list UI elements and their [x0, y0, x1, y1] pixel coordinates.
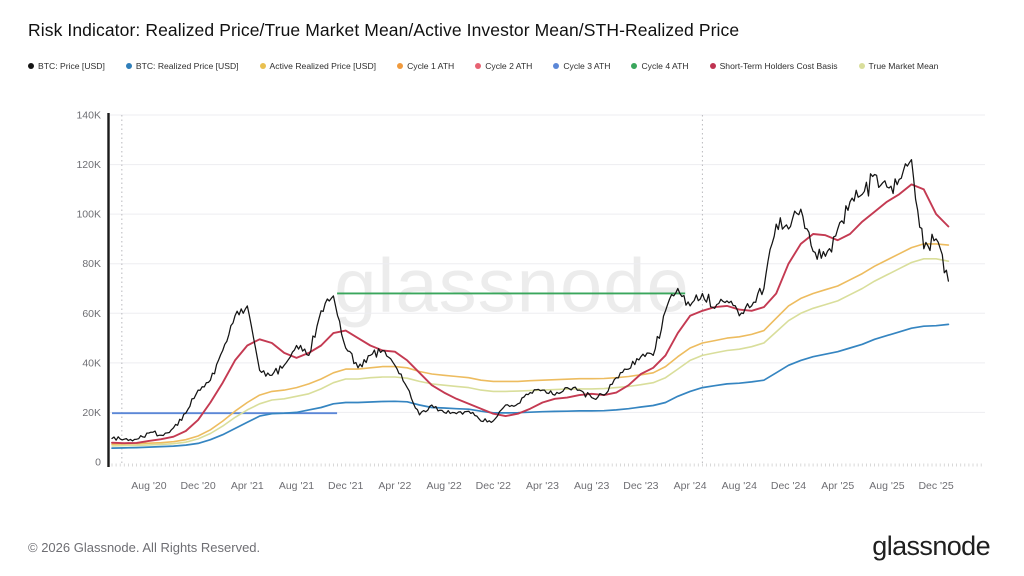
y-axis-label: 0 [95, 457, 101, 469]
x-axis-label: Apr '21 [231, 480, 264, 492]
x-axis-label: Aug '21 [279, 480, 314, 492]
legend-item-label: Cycle 4 ATH [641, 61, 689, 71]
x-axis-label: Apr '24 [674, 480, 707, 492]
y-axis-label: 60K [82, 308, 101, 320]
legend-dot-icon [475, 63, 482, 69]
x-axis-label: Dec '21 [328, 480, 363, 492]
legend-item-label: BTC: Price [USD] [38, 61, 105, 71]
legend-item-label: True Market Mean [868, 61, 939, 71]
x-axis-label: Apr '23 [526, 480, 559, 492]
x-axis-label: Dec '24 [771, 480, 806, 492]
btc-price-usd-line [111, 158, 950, 442]
true-market-mean-line [111, 257, 950, 447]
legend-dot-icon [553, 63, 560, 69]
x-axis-label: Aug '22 [426, 480, 461, 492]
legend-item-cycle-1-ath[interactable]: Cycle 1 ATH [397, 61, 454, 71]
legend-item-label: Short-Term Holders Cost Basis [719, 61, 838, 71]
legend-dot-icon [259, 63, 266, 69]
legend-dot-icon [709, 63, 716, 69]
legend-item-cycle-3-ath[interactable]: Cycle 3 ATH [553, 61, 610, 71]
legend-item-label: Cycle 1 ATH [407, 61, 455, 71]
y-axis-label: 120K [76, 159, 101, 171]
legend-dot-icon [858, 63, 865, 69]
legend-dot-icon [28, 63, 34, 69]
x-axis-label: Dec '22 [476, 480, 511, 492]
chart-legend: BTC: Price [USD] BTC: Realized Price [USD… [28, 61, 1004, 71]
legend-item-label: Cycle 2 ATH [485, 61, 533, 71]
legend-dot-icon [125, 63, 132, 69]
x-axis-label: Dec '25 [918, 480, 953, 492]
copyright-text: © 2026 Glassnode. All Rights Reserved. [28, 540, 261, 555]
x-axis-label: Dec '20 [180, 480, 215, 492]
legend-item-label: Active Realized Price [USD] [269, 61, 377, 71]
x-axis-label: Aug '20 [131, 480, 166, 492]
x-axis-label: Aug '23 [574, 480, 609, 492]
legend-item-label: Cycle 3 ATH [563, 61, 611, 71]
legend-dot-icon [397, 63, 404, 69]
y-axis-label: 20K [82, 407, 101, 419]
legend-item-btc-realized-price-usd[interactable]: BTC: Realized Price [USD] [125, 61, 239, 71]
x-axis-label: Aug '25 [869, 480, 904, 492]
y-axis-label: 140K [76, 110, 101, 122]
x-axis-label: Aug '24 [722, 480, 757, 492]
legend-item-label: BTC: Realized Price [USD] [135, 61, 239, 71]
y-axis-label: 80K [82, 258, 101, 270]
y-axis-label: 40K [82, 357, 101, 369]
short-term-holders-cost-basis-line [111, 183, 950, 445]
btc-realized-price-usd-line [111, 323, 950, 449]
x-axis-label: Dec '23 [623, 480, 658, 492]
legend-item-short-term-holders-cost-basis[interactable]: Short-Term Holders Cost Basis [709, 61, 838, 71]
legend-item-true-market-mean[interactable]: True Market Mean [858, 61, 939, 71]
glassnode-logo: glassnode [872, 531, 990, 561]
legend-item-cycle-4-ath[interactable]: Cycle 4 ATH [631, 61, 689, 71]
x-axis-label: Apr '22 [378, 480, 411, 492]
legend-dot-icon [631, 63, 638, 69]
legend-item-cycle-2-ath[interactable]: Cycle 2 ATH [475, 61, 532, 71]
legend-item-btc-price-usd[interactable]: BTC: Price [USD] [28, 61, 105, 71]
active-realized-price-usd-line [111, 243, 950, 446]
legend-item-active-realized-price-usd[interactable]: Active Realized Price [USD] [259, 61, 377, 71]
x-axis-label: Apr '25 [821, 480, 854, 492]
y-axis-label: 100K [76, 209, 101, 221]
page-title: Risk Indicator: Realized Price/True Mark… [28, 20, 740, 40]
